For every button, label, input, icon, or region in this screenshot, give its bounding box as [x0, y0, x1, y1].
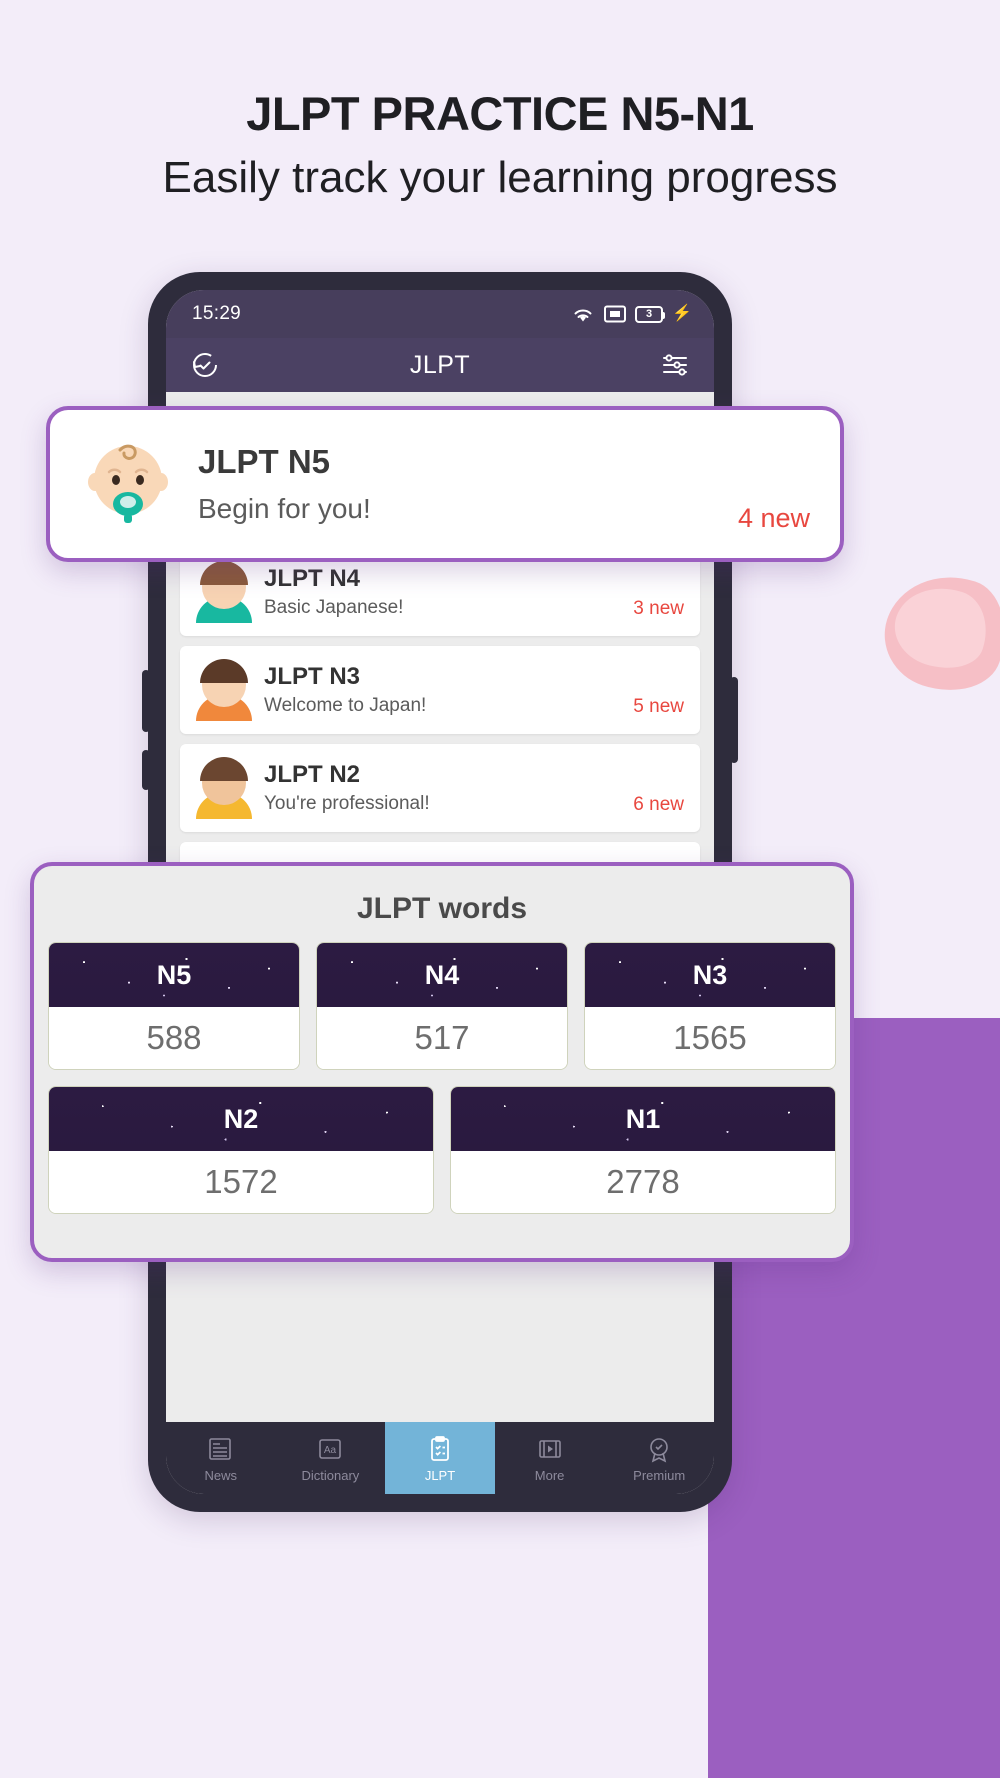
tile-level-label: N4 — [317, 943, 567, 1007]
nav-item-dictionary[interactable]: Aa Dictionary — [276, 1422, 386, 1494]
nav-item-more[interactable]: More — [495, 1422, 605, 1494]
card-subtitle: Begin for you! — [198, 493, 371, 524]
nav-label: Premium — [633, 1467, 686, 1483]
status-badge: 5 new — [633, 696, 684, 717]
word-count-tile[interactable]: N3 1565 — [584, 942, 836, 1070]
headline-line2: Easily track your learning progress — [162, 152, 838, 202]
tile-level-label: N3 — [585, 943, 835, 1007]
background-petal-decoration — [871, 559, 1000, 706]
tile-count-value: 2778 — [451, 1151, 835, 1213]
clipboard-check-icon — [425, 1434, 455, 1464]
avatar — [194, 757, 254, 819]
nav-item-premium[interactable]: Premium — [604, 1422, 714, 1494]
word-count-tile[interactable]: N1 2778 — [450, 1086, 836, 1214]
words-tile-row-2: N2 1572 N1 2778 — [48, 1086, 836, 1214]
wifi-icon — [571, 304, 595, 324]
list-item-subtitle: You're professional! — [264, 792, 430, 814]
nav-label: Dictionary — [301, 1467, 360, 1483]
tile-level-label: N2 — [49, 1087, 433, 1151]
app-bar-title: JLPT — [409, 350, 471, 379]
status-badge: 4 new — [737, 503, 810, 533]
highlighted-level-card-n5[interactable]: JLPT N5 Begin for you! 4 new — [46, 406, 844, 562]
word-count-tile[interactable]: N4 517 — [316, 942, 568, 1070]
list-item-subtitle: Basic Japanese! — [264, 596, 404, 618]
nav-label: More — [534, 1467, 565, 1483]
tile-count-value: 1565 — [585, 1007, 835, 1069]
phone-volume-up-button — [142, 670, 150, 732]
jlpt-words-panel: JLPT words N5 588 N4 517 N3 1565 N2 1572… — [30, 862, 854, 1262]
book-aa-icon: Aa — [315, 1434, 345, 1464]
lightning-bolt-icon: ⚡ — [672, 305, 692, 322]
word-count-tile[interactable]: N2 1572 — [48, 1086, 434, 1214]
promo-headline: JLPT PRACTICE N5-N1 Easily track your le… — [0, 88, 1000, 205]
list-item[interactable]: JLPT N2 You're professional! 6 new — [180, 744, 700, 832]
phone-power-button — [730, 677, 738, 763]
history-restore-icon[interactable] — [188, 348, 222, 382]
battery-level-label: 3 — [646, 308, 653, 320]
status-badge: 3 new — [633, 598, 684, 619]
word-count-tile[interactable]: N5 588 — [48, 942, 300, 1070]
card-title: JLPT N5 — [198, 443, 331, 480]
words-tile-row-1: N5 588 N4 517 N3 1565 — [48, 942, 836, 1070]
nav-item-jlpt[interactable]: JLPT — [385, 1422, 495, 1494]
app-bar: JLPT — [166, 338, 714, 392]
nav-item-news[interactable]: News — [166, 1422, 276, 1494]
film-strip-icon — [535, 1434, 565, 1464]
tile-count-value: 517 — [317, 1007, 567, 1069]
avatar — [194, 659, 254, 721]
bottom-navigation: News Aa Dictionary JLPT More — [166, 1422, 714, 1494]
baby-avatar — [80, 436, 176, 532]
filter-sliders-icon[interactable] — [658, 348, 692, 382]
phone-volume-down-button — [142, 750, 150, 790]
headline-line1: JLPT PRACTICE N5-N1 — [246, 87, 754, 140]
nav-label: JLPT — [424, 1467, 456, 1483]
list-item-title: JLPT N2 — [264, 761, 361, 789]
screen-cast-icon — [604, 305, 627, 323]
status-icons: 3 ⚡ — [571, 304, 692, 324]
avatar — [194, 561, 254, 623]
nav-label: News — [204, 1467, 238, 1483]
tile-count-value: 588 — [49, 1007, 299, 1069]
tile-level-label: N1 — [451, 1087, 835, 1151]
status-badge: 6 new — [633, 794, 684, 815]
svg-text:Aa: Aa — [324, 1445, 337, 1456]
list-item[interactable]: JLPT N3 Welcome to Japan! 5 new — [180, 646, 700, 734]
battery-icon: 3 — [635, 305, 666, 323]
list-item[interactable]: JLPT N4 Basic Japanese! 3 new — [180, 548, 700, 636]
list-item-subtitle: Welcome to Japan! — [264, 694, 427, 716]
list-item-title: JLPT N3 — [264, 663, 361, 691]
newspaper-icon — [206, 1434, 236, 1464]
status-bar: 15:29 3 ⚡ — [166, 290, 714, 338]
list-item-title: JLPT N4 — [264, 565, 361, 593]
award-medal-icon — [644, 1434, 674, 1464]
panel-title: JLPT words — [356, 892, 528, 925]
status-clock: 15:29 — [192, 303, 242, 324]
tile-level-label: N5 — [49, 943, 299, 1007]
tile-count-value: 1572 — [49, 1151, 433, 1213]
